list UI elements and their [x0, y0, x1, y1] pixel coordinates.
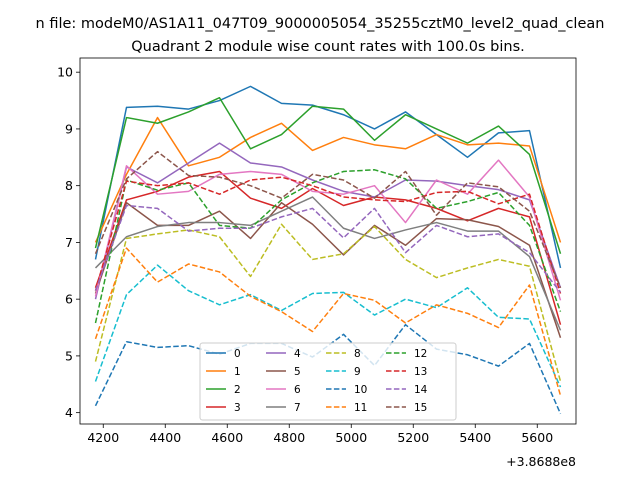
legend-label: 0: [234, 348, 241, 360]
x-axis: 4200 4400 4600 4800 5000 5200 5400 5600: [87, 424, 553, 445]
series-layer: [94, 85, 562, 415]
y-tick-label: 7: [65, 235, 73, 250]
legend-label: 7: [294, 402, 301, 414]
series-8-line: [94, 223, 562, 382]
x-offset-label: +3.8688e8: [506, 454, 576, 469]
series-9-line: [94, 264, 562, 388]
legend-label: 13: [414, 366, 427, 378]
series-13-line: [94, 176, 562, 294]
series-4-line: [94, 142, 562, 300]
legend-label: 2: [234, 384, 241, 396]
x-tick-label: 4400: [149, 430, 181, 445]
legend-label: 11: [354, 402, 367, 414]
legend-label: 3: [234, 402, 241, 414]
legend-label: 12: [414, 348, 427, 360]
legend-label: 4: [294, 348, 301, 360]
series-6-line: [94, 159, 562, 301]
x-tick-label: 5200: [397, 430, 429, 445]
series-1-line: [94, 116, 562, 243]
legend-label: 6: [294, 384, 301, 396]
x-tick-label: 5000: [335, 430, 367, 445]
x-tick-label: 5600: [521, 430, 553, 445]
chart-title: Quadrant 2 module wise count rates with …: [131, 39, 525, 55]
legend-label: 1: [234, 366, 241, 378]
series-15-line: [94, 150, 562, 289]
legend-label: 8: [354, 348, 361, 360]
y-tick-label: 4: [65, 405, 73, 420]
legend-label: 9: [354, 366, 361, 378]
y-tick-label: 8: [65, 178, 73, 193]
y-tick-label: 10: [57, 65, 73, 80]
y-tick-label: 6: [65, 292, 73, 307]
legend-label: 14: [414, 384, 428, 396]
plot-frame: [79, 57, 577, 425]
y-tick-label: 9: [65, 121, 73, 136]
series-10-line: [94, 323, 562, 415]
y-axis: 4 5 6 7 8 9 10: [57, 65, 80, 420]
x-tick-label: 4200: [87, 430, 119, 445]
legend-label: 5: [294, 366, 301, 378]
y-tick-label: 5: [65, 348, 73, 363]
x-tick-label: 4600: [211, 430, 243, 445]
legend-label: 15: [414, 402, 427, 414]
series-7-line: [94, 196, 562, 331]
figure-suptitle: n file: modeM0/AS1A11_047T09_9000005054_…: [36, 16, 605, 32]
series-0-line: [94, 85, 562, 269]
x-tick-label: 4800: [273, 430, 305, 445]
series-2-line: [94, 96, 562, 254]
series-5-line: [94, 201, 562, 338]
legend-label: 10: [354, 384, 367, 396]
series-11-line: [94, 247, 562, 396]
x-tick-label: 5400: [459, 430, 491, 445]
series-14-line: [94, 204, 562, 293]
legend-box: [199, 342, 457, 421]
